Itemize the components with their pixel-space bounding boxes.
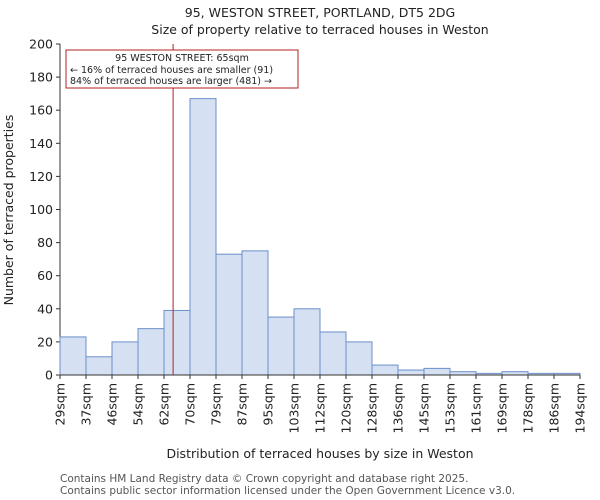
y-tick-label-40: 40 — [37, 301, 53, 316]
x-tick-label-87sqm: 87sqm — [235, 383, 250, 426]
bar-120sqm — [345, 341, 373, 376]
x-tick-label-37sqm: 37sqm — [79, 383, 94, 426]
x-tick-label-70sqm: 70sqm — [183, 383, 198, 426]
chart-title: 95, WESTON STREET, PORTLAND, DT5 2DG — [185, 5, 455, 20]
x-tick-label-178sqm: 178sqm — [521, 383, 536, 433]
x-tick-label-62sqm: 62sqm — [157, 383, 172, 426]
footer-line-2: Contains public sector information licen… — [60, 485, 516, 497]
chart-subtitle: Size of property relative to terraced ho… — [151, 22, 488, 37]
bar-70sqm — [189, 98, 217, 376]
bar-112sqm — [319, 331, 347, 376]
x-tick-label-169sqm: 169sqm — [495, 383, 510, 433]
x-tick-label-120sqm: 120sqm — [339, 383, 354, 433]
y-tick-label-160: 160 — [29, 103, 53, 118]
y-tick-label-80: 80 — [37, 235, 53, 250]
bar-62sqm — [163, 309, 191, 376]
bar-128sqm — [371, 364, 399, 376]
bars-group — [59, 98, 581, 376]
footer: Contains HM Land Registry data © Crown c… — [60, 473, 515, 497]
x-tick-label-29sqm: 29sqm — [53, 383, 68, 426]
y-tick-label-200: 200 — [29, 37, 53, 52]
x-tick-label-112sqm: 112sqm — [313, 383, 328, 433]
annotation-box: 95 WESTON STREET: 65sqm ← 16% of terrace… — [65, 49, 299, 89]
x-tick-label-136sqm: 136sqm — [391, 383, 406, 433]
bar-54sqm — [137, 328, 165, 376]
x-tick-label-95sqm: 95sqm — [261, 383, 276, 426]
y-tick-label-120: 120 — [29, 169, 53, 184]
x-tick-label-186sqm: 186sqm — [547, 383, 562, 433]
y-tick-label-20: 20 — [37, 334, 53, 349]
x-tick-label-79sqm: 79sqm — [209, 383, 224, 426]
y-axis-label: Number of terraced properties — [1, 115, 16, 306]
bar-87sqm — [241, 250, 269, 376]
annotation-line-1: 95 WESTON STREET: 65sqm — [115, 53, 249, 64]
x-tick-label-194sqm: 194sqm — [573, 383, 588, 433]
y-tick-label-60: 60 — [37, 268, 53, 283]
x-tick-label-153sqm: 153sqm — [443, 383, 458, 433]
annotation-line-2: ← 16% of terraced houses are smaller (91… — [70, 65, 273, 76]
y-tick-label-180: 180 — [29, 70, 53, 85]
x-tick-label-46sqm: 46sqm — [105, 383, 120, 426]
y-tick-label-0: 0 — [45, 368, 53, 383]
bar-37sqm — [85, 356, 113, 376]
x-tick-label-103sqm: 103sqm — [287, 383, 302, 433]
x-tick-label-145sqm: 145sqm — [417, 383, 432, 433]
annotation-line-3: 84% of terraced houses are larger (481) … — [70, 76, 272, 87]
bar-95sqm — [267, 316, 295, 376]
y-tick-label-100: 100 — [29, 202, 53, 217]
bar-46sqm — [111, 341, 139, 376]
x-axis: 29sqm 37sqm 46sqm 54sqm 62sqm 70sqm 79sqm 87sqm… — [53, 374, 588, 433]
bar-79sqm — [215, 253, 243, 376]
bar-136sqm — [397, 369, 425, 376]
y-axis: 0 20 40 60 80 100 120 140 160 180 200 — [29, 37, 61, 383]
bar-103sqm — [293, 308, 321, 376]
y-tick-label-140: 140 — [29, 136, 53, 151]
footer-line-1: Contains HM Land Registry data © Crown c… — [60, 473, 469, 485]
x-tick-label-161sqm: 161sqm — [469, 383, 484, 433]
x-axis-label: Distribution of terraced houses by size … — [166, 446, 473, 461]
bar-145sqm — [423, 367, 451, 376]
x-tick-label-54sqm: 54sqm — [131, 383, 146, 426]
x-tick-label-128sqm: 128sqm — [365, 383, 380, 433]
bar-29sqm — [59, 336, 87, 376]
